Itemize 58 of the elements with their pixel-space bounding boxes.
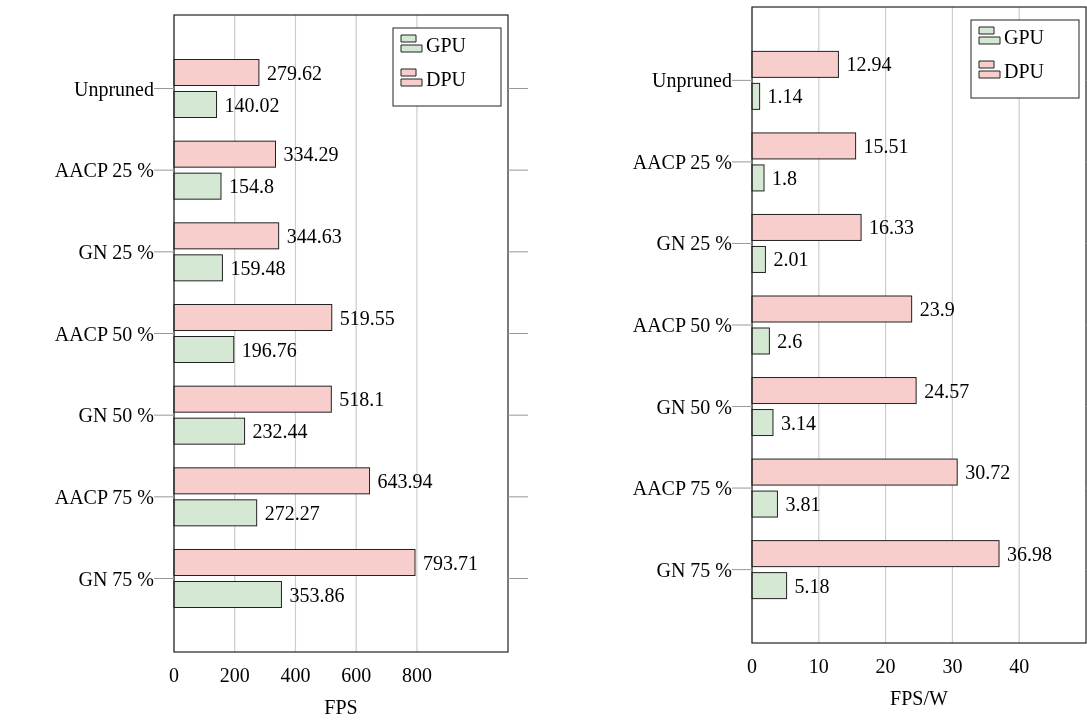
y-tick-label: AACP 75 % (54, 485, 154, 508)
x-tick-label: 10 (808, 655, 829, 677)
data-label: 36.98 (1007, 542, 1053, 565)
data-label: 3.81 (785, 493, 821, 516)
data-label: 23.9 (919, 298, 955, 320)
x-tick-label: 0 (169, 664, 179, 686)
data-label: 5.18 (794, 574, 830, 597)
data-label: 232.44 (252, 420, 308, 443)
y-tick-label: GN 25 % (656, 232, 732, 255)
x-tick-label: 400 (280, 664, 311, 686)
data-label: 140.02 (224, 93, 280, 116)
data-label: 2.6 (777, 330, 803, 352)
data-label: 334.29 (283, 143, 339, 166)
x-tick-label: 20 (875, 655, 896, 677)
data-label: 15.51 (863, 134, 909, 157)
y-tick-label: AACP 75 % (632, 477, 732, 500)
x-axis-title: FPS (324, 696, 358, 718)
x-tick-label: 30 (942, 655, 963, 677)
data-label: 196.76 (241, 338, 297, 361)
data-label: 3.14 (780, 411, 816, 434)
data-label: 1.8 (772, 166, 798, 189)
data-label: 643.94 (377, 469, 433, 492)
data-label: 272.27 (264, 501, 320, 524)
data-label: 30.72 (965, 461, 1011, 484)
legend-label: GPU (426, 34, 467, 56)
y-tick-label: GN 50 % (78, 404, 154, 427)
data-label: 279.62 (266, 61, 322, 84)
y-tick-label: GN 25 % (78, 240, 154, 263)
x-tick-label: 0 (747, 655, 757, 677)
data-label: 353.86 (289, 583, 345, 606)
data-label: 519.55 (339, 306, 395, 329)
legend-label: DPU (426, 68, 467, 90)
data-label: 518.1 (339, 388, 385, 411)
data-label: 12.94 (846, 53, 892, 76)
x-tick-label: 200 (219, 664, 250, 686)
legend-label: DPU (1004, 60, 1045, 82)
y-tick-label: AACP 50 % (632, 314, 732, 336)
legend-label: GPU (1004, 26, 1045, 48)
data-label: 344.63 (286, 224, 342, 247)
x-tick-label: 600 (341, 664, 372, 686)
data-label: 24.57 (924, 379, 970, 402)
x-tick-label: 800 (401, 664, 432, 686)
y-tick-label: Unpruned (652, 69, 732, 93)
x-tick-label: 40 (1009, 655, 1030, 677)
data-label: 1.14 (767, 85, 803, 108)
y-tick-label: AACP 25 % (54, 159, 154, 182)
y-tick-label: GN 75 % (78, 567, 154, 590)
y-tick-label: AACP 50 % (54, 322, 154, 345)
data-label: 16.33 (869, 216, 915, 239)
data-label: 159.48 (230, 256, 286, 279)
data-label: 793.71 (423, 551, 478, 574)
data-label: 2.01 (773, 248, 809, 271)
x-axis-title: FPS/W (890, 687, 949, 709)
y-tick-label: Unpruned (74, 77, 154, 101)
y-tick-label: GN 50 % (656, 395, 732, 418)
y-tick-label: GN 75 % (656, 558, 732, 581)
y-tick-label: AACP 25 % (632, 150, 732, 173)
data-label: 154.8 (229, 175, 274, 198)
